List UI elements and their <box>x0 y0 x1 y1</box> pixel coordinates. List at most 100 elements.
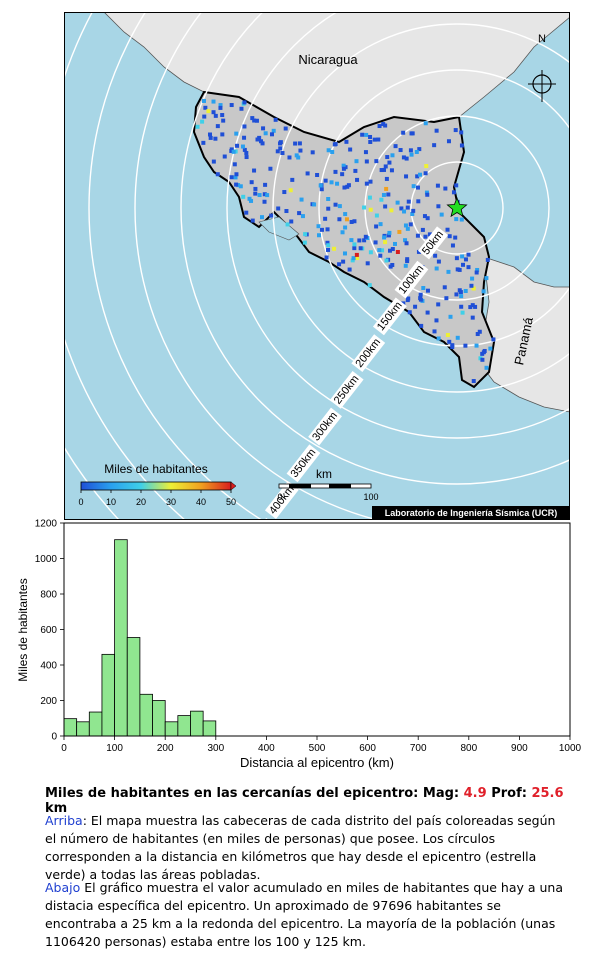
population-point <box>480 357 485 362</box>
population-point <box>249 180 254 185</box>
population-point <box>385 155 390 160</box>
population-point <box>261 126 266 131</box>
population-point <box>477 329 482 334</box>
population-point <box>374 224 379 229</box>
population-point <box>468 305 473 310</box>
population-point <box>342 185 347 190</box>
population-point <box>406 199 411 204</box>
distance-ring <box>318 69 570 347</box>
population-point <box>460 310 465 315</box>
population-point <box>368 207 373 212</box>
population-point <box>457 288 462 293</box>
population-point <box>326 247 331 252</box>
population-point <box>362 205 367 210</box>
ring-label-bg <box>394 260 429 299</box>
population-point <box>459 304 464 309</box>
population-point <box>380 248 385 253</box>
population-point <box>423 121 428 126</box>
population-point <box>384 176 389 181</box>
population-point <box>459 130 464 135</box>
histogram-bar <box>202 720 217 737</box>
population-point <box>259 139 264 144</box>
population-point <box>420 227 425 232</box>
population-point <box>201 140 206 145</box>
population-point <box>450 345 455 350</box>
y-tick-label: 400 <box>40 661 57 672</box>
x-tick-label: 1000 <box>559 743 582 754</box>
population-point <box>211 99 216 104</box>
histogram-bar <box>139 693 153 737</box>
distance-ring <box>272 23 570 393</box>
population-point <box>319 187 324 192</box>
population-point <box>278 146 283 151</box>
population-point <box>341 163 346 168</box>
population-point <box>232 162 237 167</box>
magnitude-value: 4.9 <box>463 786 487 801</box>
population-point <box>250 116 255 121</box>
histogram-bar <box>152 700 166 737</box>
population-point <box>271 128 276 133</box>
scale-tick-0: 0 <box>277 492 282 502</box>
population-point <box>269 213 274 218</box>
population-point <box>484 365 489 370</box>
legend-title: Miles de habitantes <box>104 462 207 476</box>
caption-abajo: Abajo El gráfico muestra el valor acumul… <box>45 879 565 951</box>
population-point <box>296 155 301 160</box>
population-point <box>373 240 378 245</box>
population-point <box>220 113 225 118</box>
population-point <box>326 206 331 211</box>
population-point <box>294 153 299 158</box>
population-point <box>384 186 389 191</box>
population-point <box>374 159 379 164</box>
population-point <box>384 258 389 263</box>
caption-title: Miles de habitantes en las cercanías del… <box>45 786 565 816</box>
population-point <box>368 139 373 144</box>
population-point <box>415 174 420 179</box>
population-point <box>244 155 249 160</box>
population-point <box>352 219 357 224</box>
costa-rica-land <box>192 90 496 389</box>
population-point <box>388 264 393 269</box>
population-point <box>413 304 418 309</box>
arriba-keyword: Arriba <box>45 813 83 828</box>
population-point <box>434 128 439 133</box>
population-point <box>347 267 352 272</box>
x-tick-label: 100 <box>106 743 123 754</box>
population-point <box>376 137 381 142</box>
histogram-bar <box>63 718 78 737</box>
ring-label-bg <box>329 370 364 409</box>
population-point <box>259 215 264 220</box>
population-point <box>372 137 377 142</box>
population-point <box>368 134 373 139</box>
population-point <box>387 230 392 235</box>
population-point <box>363 234 368 239</box>
y-tick-label: 200 <box>40 696 57 707</box>
population-point <box>463 257 468 262</box>
population-point <box>411 208 416 213</box>
population-point <box>390 247 395 252</box>
scale-bar: km 0 100 <box>277 467 378 502</box>
population-point <box>354 159 359 164</box>
population-point <box>297 141 302 146</box>
population-point <box>208 135 213 140</box>
population-point <box>242 135 247 140</box>
y-tick-label: 600 <box>40 625 57 636</box>
population-point <box>364 159 369 164</box>
distance-ring <box>226 12 570 439</box>
legend-tick-label: 20 <box>136 497 146 507</box>
population-point <box>383 164 388 169</box>
map-svg: 50km100km150km200km250km300km350km400km4… <box>64 12 570 520</box>
population-point <box>247 196 252 201</box>
population-point <box>364 181 369 186</box>
population-point <box>455 267 460 272</box>
population-point <box>346 183 351 188</box>
population-point <box>348 147 353 152</box>
population-point <box>392 241 397 246</box>
population-point <box>422 214 427 219</box>
population-point <box>242 147 247 152</box>
north-label: N <box>538 33 546 45</box>
population-point <box>234 131 239 136</box>
population-legend: Miles de habitantes 0 10 20 30 40 50 <box>78 462 237 507</box>
population-point <box>244 150 249 155</box>
population-point <box>341 166 346 171</box>
